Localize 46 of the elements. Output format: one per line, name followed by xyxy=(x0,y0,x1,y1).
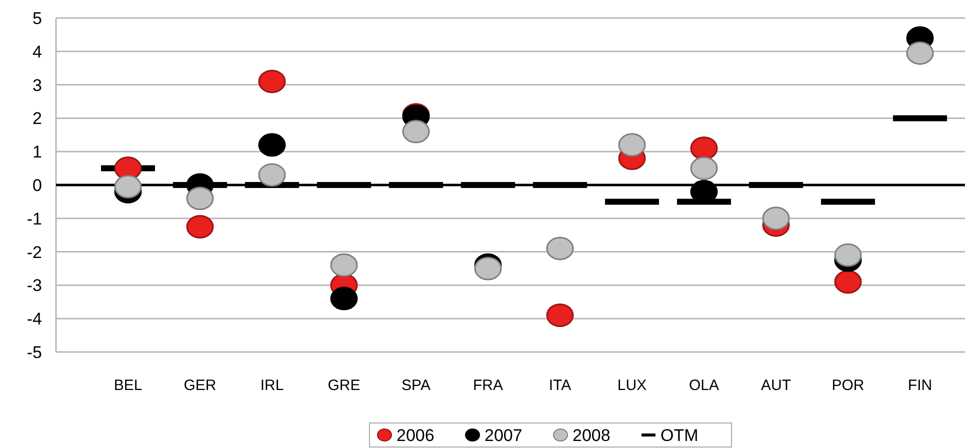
y-tick-label: -3 xyxy=(26,276,42,296)
point xyxy=(186,215,214,238)
point xyxy=(114,174,142,198)
y-tick-label: 3 xyxy=(32,76,42,95)
y-tick-label: 5 xyxy=(32,8,42,28)
x-tick-label: FIN xyxy=(908,377,932,394)
legend-label: 2007 xyxy=(484,426,522,445)
point xyxy=(258,163,286,187)
point xyxy=(546,236,574,260)
y-tick-label: -5 xyxy=(26,342,42,362)
legend-label: 2008 xyxy=(572,426,610,445)
x-tick-label: LUX xyxy=(617,377,647,394)
point xyxy=(186,186,214,210)
point xyxy=(546,304,574,328)
x-tick-label: GRE xyxy=(328,377,360,394)
point xyxy=(258,70,286,94)
y-tick-label: -1 xyxy=(26,209,42,228)
point xyxy=(258,133,286,157)
y-tick-label: 4 xyxy=(32,42,42,62)
point xyxy=(690,136,718,160)
x-tick-label: SPA xyxy=(402,377,430,394)
x-tick-label: ITA xyxy=(548,377,572,394)
x-tick-label: FRA xyxy=(473,377,503,394)
y-tick-label: 0 xyxy=(32,176,42,195)
y-tick-label: -4 xyxy=(26,310,42,329)
point xyxy=(906,41,934,65)
point xyxy=(834,270,862,294)
x-tick-label: POR xyxy=(832,377,864,394)
x-tick-label: GER xyxy=(184,377,216,394)
x-tick-label: IRL xyxy=(260,377,284,394)
x-tick-label: BEL xyxy=(114,377,142,394)
x-tick-label: OLA xyxy=(688,377,720,394)
y-tick-label: 2 xyxy=(32,109,42,128)
legend-label: OTM xyxy=(660,426,698,445)
point xyxy=(402,120,430,144)
point xyxy=(762,206,790,230)
y-tick-label: -2 xyxy=(26,242,42,262)
point xyxy=(474,256,502,280)
y-tick-label: 1 xyxy=(32,142,42,162)
point xyxy=(330,286,358,310)
point xyxy=(618,133,646,157)
x-tick-label: AUT xyxy=(761,377,791,394)
point xyxy=(330,253,358,277)
legend-label: 2006 xyxy=(396,426,434,445)
point xyxy=(690,156,718,180)
point xyxy=(834,243,862,267)
